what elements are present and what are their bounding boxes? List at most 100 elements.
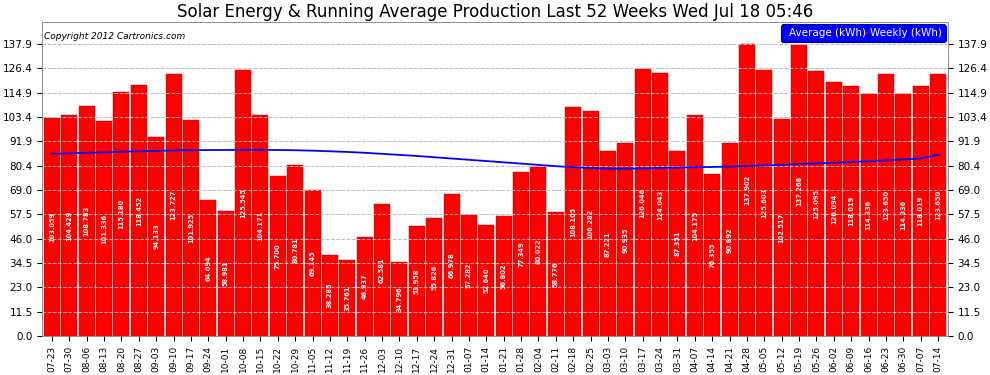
Bar (131, 85, 147, 336)
Text: 123.727: 123.727 (170, 190, 176, 220)
Bar (200, 200, 216, 336)
Bar (930, 74, 946, 336)
Text: 69.145: 69.145 (310, 250, 316, 276)
Text: 55.826: 55.826 (432, 264, 438, 290)
Text: 123.650: 123.650 (936, 190, 941, 220)
Text: 46.937: 46.937 (361, 274, 367, 299)
Text: 35.761: 35.761 (345, 286, 350, 311)
Bar (235, 70, 251, 336)
Bar (356, 237, 372, 336)
Bar (165, 74, 181, 336)
Text: 75.700: 75.700 (275, 243, 281, 269)
Bar (652, 73, 668, 336)
Text: 58.981: 58.981 (223, 261, 229, 286)
Bar (218, 211, 234, 336)
Bar (44, 118, 60, 336)
Text: Copyright 2012 Cartronics.com: Copyright 2012 Cartronics.com (45, 32, 185, 41)
Text: 104.171: 104.171 (257, 211, 263, 241)
Text: 80.022: 80.022 (536, 238, 542, 264)
Text: 102.517: 102.517 (779, 213, 785, 243)
Text: 101.336: 101.336 (101, 214, 107, 244)
Text: 106.282: 106.282 (587, 209, 594, 238)
Text: 66.978: 66.978 (448, 252, 454, 278)
Text: 124.043: 124.043 (657, 190, 663, 220)
Text: 114.336: 114.336 (865, 200, 871, 230)
Text: 77.349: 77.349 (518, 242, 524, 267)
Bar (722, 144, 738, 336)
Bar (270, 176, 286, 336)
Text: 38.285: 38.285 (327, 283, 333, 308)
Text: 125.545: 125.545 (240, 188, 247, 218)
Text: 52.640: 52.640 (483, 268, 489, 293)
Bar (618, 143, 634, 336)
Bar (444, 194, 459, 336)
Bar (96, 121, 112, 336)
Text: 123.650: 123.650 (883, 190, 889, 220)
Text: 87.221: 87.221 (605, 231, 611, 256)
Bar (391, 262, 408, 336)
Bar (478, 225, 494, 336)
Bar (183, 120, 199, 336)
Text: 118.019: 118.019 (848, 196, 854, 226)
Text: 94.133: 94.133 (153, 224, 159, 249)
Text: 56.802: 56.802 (501, 263, 507, 289)
Text: 120.094: 120.094 (831, 194, 837, 224)
Bar (340, 260, 355, 336)
Bar (843, 86, 859, 336)
Text: 101.925: 101.925 (188, 213, 194, 243)
Text: 90.935: 90.935 (623, 227, 629, 252)
Bar (687, 115, 703, 336)
Bar (148, 136, 164, 336)
Text: 125.603: 125.603 (761, 188, 767, 218)
Bar (565, 107, 581, 336)
Bar (322, 255, 338, 336)
Bar (669, 151, 685, 336)
Bar (791, 45, 807, 336)
Bar (739, 44, 755, 336)
Text: 87.351: 87.351 (674, 231, 680, 256)
Bar (61, 115, 77, 336)
Text: 125.095: 125.095 (814, 189, 820, 219)
Text: 62.581: 62.581 (379, 257, 385, 283)
Text: 104.429: 104.429 (66, 210, 72, 241)
Bar (826, 81, 842, 336)
Bar (513, 172, 529, 336)
Bar (409, 226, 425, 336)
Bar (860, 94, 876, 336)
Bar (809, 71, 825, 336)
Text: 58.776: 58.776 (552, 261, 558, 286)
Text: 76.355: 76.355 (709, 243, 715, 268)
Bar (547, 211, 564, 336)
Text: 34.796: 34.796 (396, 286, 403, 312)
Text: 118.452: 118.452 (136, 196, 142, 226)
Bar (913, 86, 929, 336)
Text: 137.902: 137.902 (743, 175, 750, 205)
Bar (756, 70, 772, 336)
Bar (496, 216, 512, 336)
Text: 104.175: 104.175 (692, 211, 698, 241)
Bar (895, 94, 912, 336)
Text: 64.094: 64.094 (205, 255, 211, 281)
Text: 51.958: 51.958 (414, 268, 420, 294)
Text: 114.336: 114.336 (900, 200, 906, 230)
Bar (374, 204, 390, 336)
Text: 118.019: 118.019 (918, 196, 924, 226)
Bar (600, 151, 616, 336)
Bar (704, 174, 720, 336)
Text: 57.282: 57.282 (466, 263, 472, 288)
Bar (774, 119, 790, 336)
Text: 137.268: 137.268 (796, 176, 802, 206)
Text: 108.783: 108.783 (84, 206, 90, 236)
Bar (78, 105, 95, 336)
Text: 90.892: 90.892 (727, 227, 733, 253)
Text: 115.180: 115.180 (119, 199, 125, 229)
Bar (461, 215, 477, 336)
Title: Solar Energy & Running Average Production Last 52 Weeks Wed Jul 18 05:46: Solar Energy & Running Average Productio… (177, 3, 813, 21)
Bar (114, 92, 130, 336)
Bar (582, 111, 599, 336)
Bar (426, 218, 443, 336)
Text: 126.046: 126.046 (640, 188, 645, 218)
Legend: Average (kWh), Weekly (kWh): Average (kWh), Weekly (kWh) (781, 24, 945, 42)
Bar (635, 69, 650, 336)
Text: 103.059: 103.059 (49, 212, 54, 242)
